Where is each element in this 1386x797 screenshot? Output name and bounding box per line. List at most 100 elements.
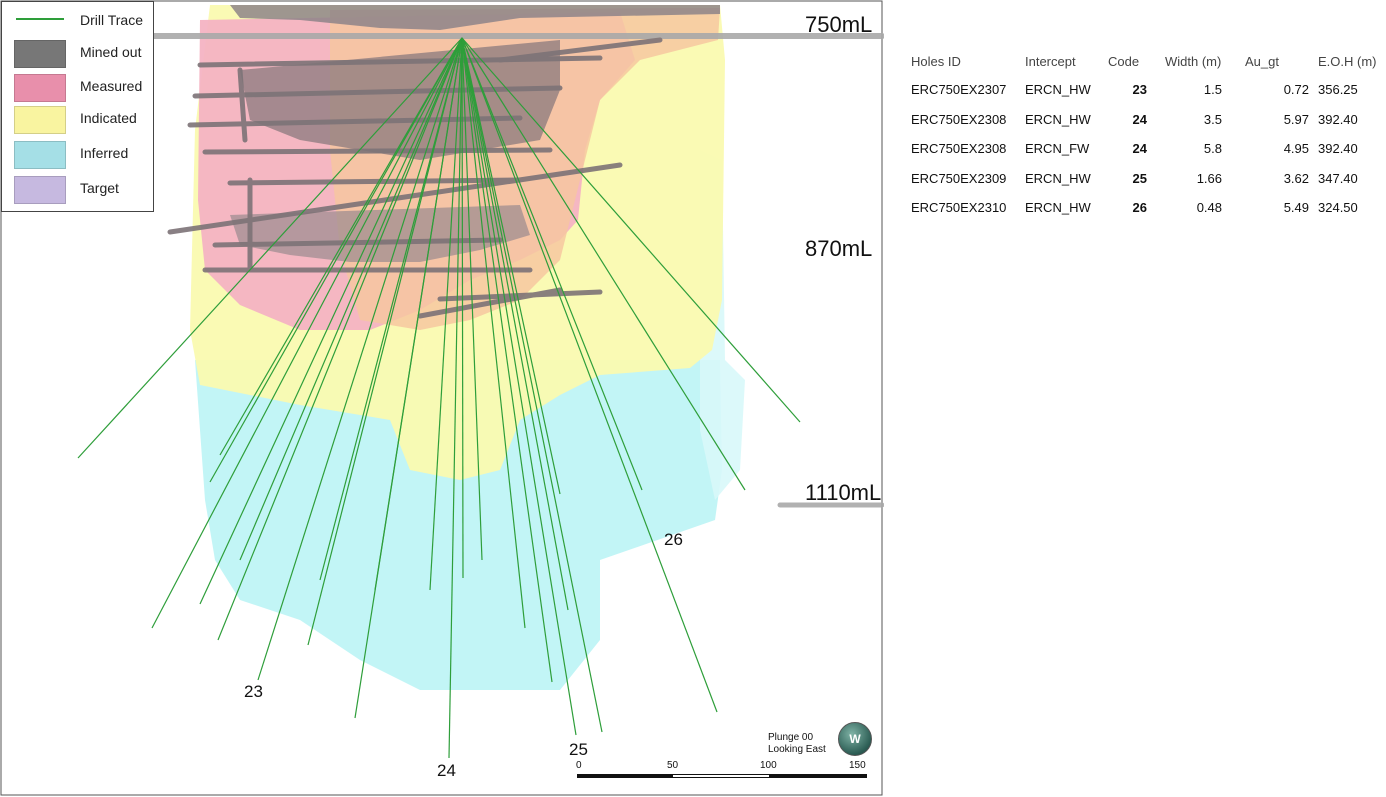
drill-trace [461,37,718,713]
legend-label: Target [80,180,119,196]
inferred-swatch [14,141,66,169]
drill-trace [461,37,801,423]
drill-trace [307,37,463,646]
table-cell: ERC750EX2307 [911,82,1007,97]
drill-trace [319,37,463,581]
table-cell: 24 [1132,111,1147,127]
drill-trace [461,37,569,611]
section-view [0,0,884,796]
drill-trace [199,37,463,605]
legend-item-indicated: Indicated [2,104,153,134]
table-cell: ERCN_HW [1025,82,1091,97]
table-cell: 3.62 [1283,170,1309,186]
inferred-zone [195,360,722,690]
table-cell: 4.95 [1283,141,1309,157]
view-orientation: Plunge 00 Looking East [768,732,826,756]
drill-trace [239,37,463,561]
table-cell: 392.40 [1318,111,1358,127]
drill-trace [461,37,746,491]
table-cell: 23 [1132,82,1147,97]
header-eoh: E.O.H (m) [1318,54,1377,69]
drill-traces [77,37,801,759]
legend: Drill Trace Mined out Measured Indicated… [1,1,154,212]
hole-label-25: 25 [569,740,588,759]
table-cell: ERC750EX2308 [911,141,1007,157]
drill-trace [151,37,463,629]
table-cell: 324.50 [1318,200,1358,216]
table-cell: 26 [1132,200,1147,216]
level-label-1110: 1110mL [805,480,882,505]
scale-segment [577,774,673,778]
legend-item-measured: Measured [2,72,153,102]
legend-label: Indicated [80,110,137,126]
legend-label: Inferred [80,145,129,161]
measured-swatch [14,74,66,102]
legend-label: Measured [80,78,143,94]
table-cell: 1.66 [1196,170,1222,186]
long-section-diagram: Drill Trace Mined out Measured Indicated… [0,0,884,796]
drill-trace [461,37,643,491]
indicated-swatch [14,106,66,134]
table-cell: 0.48 [1196,200,1222,216]
target-swatch [14,176,66,204]
mined-out-stopes-lower [230,205,530,262]
header-holes-id: Holes ID [911,54,961,69]
drill-trace [461,37,464,579]
table-cell: 3.5 [1203,111,1222,127]
looking-text: Looking East [768,744,826,755]
scale-tick: 150 [849,760,866,771]
drill-trace [461,37,526,629]
drill-trace [461,37,483,561]
scale-segment [673,774,769,778]
mined-out-top [230,5,720,30]
table-cell: 5.97 [1283,111,1309,127]
drill-trace [429,37,463,591]
drill-trace-swatch [16,18,64,20]
drill-trace [461,37,603,733]
level-label-870: 870mL [805,236,873,261]
scale-tick: 50 [667,760,679,771]
drill-trace [461,37,553,683]
scale-tick: 100 [760,760,777,771]
legend-item-drill-trace: Drill Trace [2,6,153,36]
plunge-text: Plunge 00 [768,732,814,743]
level-label-750: 750mL [805,12,873,37]
compass-icon: W [838,722,872,756]
legend-item-inferred: Inferred [2,139,153,169]
hole-label-24: 24 [437,761,456,780]
table-cell: 5.8 [1203,141,1222,157]
legend-label: Mined out [80,44,142,60]
drill-trace [209,37,463,483]
table-cell: 392.40 [1318,141,1358,157]
table-cell: ERC750EX2310 [911,200,1007,216]
drill-trace [448,37,463,759]
drill-trace [219,37,463,456]
table-cell: 347.40 [1318,170,1358,186]
legend-item-target: Target [2,174,153,204]
table-cell: 5.49 [1283,200,1309,216]
header-intercept: Intercept [1025,54,1076,69]
table-cell: 356.25 [1318,82,1358,97]
hole-label-23: 23 [244,682,263,701]
table-cell: ERCN_HW [1025,111,1091,127]
mined-out-swatch [14,40,66,68]
legend-item-mined-out: Mined out [2,38,153,68]
table-cell: ERC750EX2309 [911,170,1007,186]
table-cell: 24 [1132,141,1147,157]
drill-trace [217,37,463,641]
drill-trace [461,37,561,495]
header-width: Width (m) [1165,54,1222,69]
scale-tick: 0 [576,760,582,771]
table-cell: ERCN_HW [1025,200,1091,216]
table-cell: ERCN_HW [1025,170,1091,186]
table-cell: 1.5 [1203,82,1222,97]
header-code: Code [1108,54,1140,69]
legend-label: Drill Trace [80,12,144,28]
drill-trace [257,37,463,681]
table-cell: 0.72 [1283,82,1309,97]
scale-segment [769,774,867,778]
header-au-gt: Au_gt [1245,54,1279,69]
drill-trace [461,37,577,736]
hole-label-26: 26 [664,530,683,549]
drill-trace [374,37,463,591]
